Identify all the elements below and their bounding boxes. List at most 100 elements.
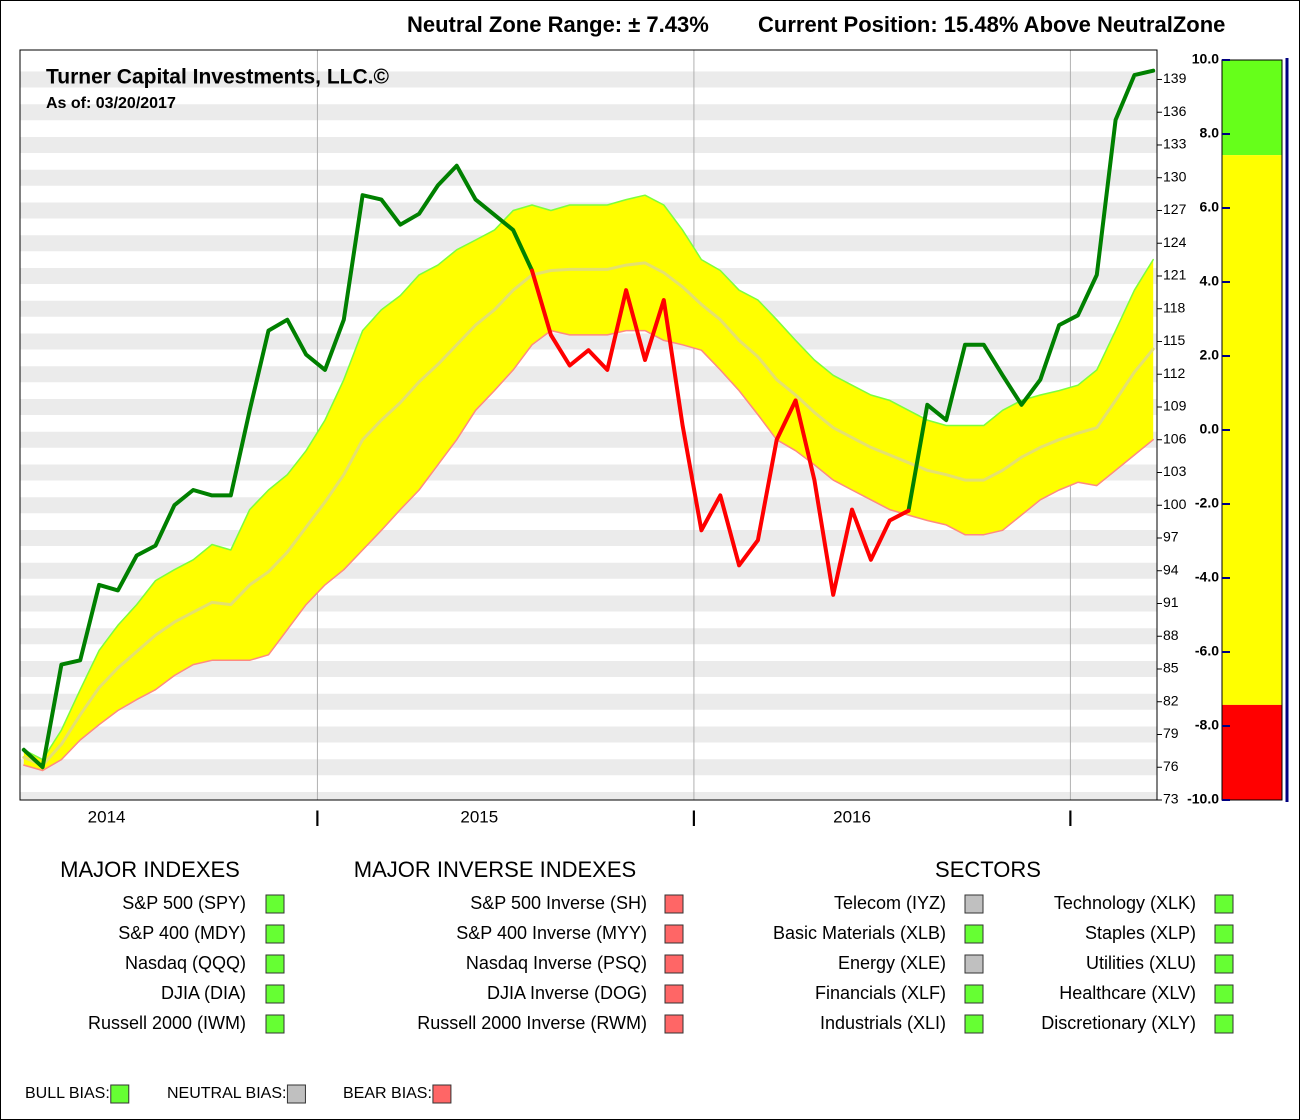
bias-square (265, 924, 285, 944)
gauge-zone (1222, 704, 1282, 800)
panel-item-label: S&P 400 (MDY) (118, 923, 246, 943)
bias-square (1214, 954, 1234, 974)
gauge-tick-label: -10.0 (1187, 791, 1219, 807)
gauge-tick-label: 6.0 (1200, 199, 1220, 215)
grid-stripe (20, 792, 1157, 800)
plot-frame (19, 49, 1158, 801)
gauge-tick-label: -4.0 (1195, 569, 1219, 585)
panel-item-label: S&P 500 Inverse (SH) (470, 893, 647, 913)
gauge-tick-label: 8.0 (1200, 125, 1220, 141)
y-tick-label: 82 (1163, 692, 1179, 708)
gauge-tick-label: 4.0 (1200, 273, 1220, 289)
gauge-zone (1222, 155, 1282, 705)
grid-stripe (20, 726, 1157, 743)
x-tick-label: | (315, 807, 320, 826)
panel-item-label: Russell 2000 Inverse (RWM) (417, 1013, 647, 1033)
y-tick-label: 133 (1163, 136, 1187, 152)
y-tick-label: 91 (1163, 594, 1179, 610)
bias-legend-square (286, 1084, 306, 1104)
panel-item-label: Telecom (IYZ) (834, 893, 946, 913)
panel-item-label: Utilities (XLU) (1086, 953, 1196, 973)
y-tick-label: 85 (1163, 660, 1179, 676)
y-tick-label: 73 (1163, 791, 1179, 807)
grid-stripe (20, 333, 1157, 350)
grid-stripe (20, 366, 1157, 383)
bias-square (964, 894, 984, 914)
bias-square (1214, 1014, 1234, 1034)
y-tick-label: 127 (1163, 201, 1187, 217)
panel-item-label: Nasdaq (QQQ) (125, 953, 246, 973)
bias-square (664, 1014, 684, 1034)
panel-item-label: DJIA Inverse (DOG) (487, 983, 647, 1003)
grid-stripe (20, 136, 1157, 153)
panel-item-label: Industrials (XLI) (820, 1013, 946, 1033)
y-tick-label: 121 (1163, 267, 1187, 283)
panel-item-label: S&P 500 (SPY) (122, 893, 246, 913)
y-tick-label: 115 (1163, 332, 1186, 348)
panel-item-label: Basic Materials (XLB) (773, 923, 946, 943)
bias-square (265, 1014, 285, 1034)
bias-square (265, 894, 285, 914)
grid-stripe (20, 628, 1157, 645)
panel-item-label: Staples (XLP) (1085, 923, 1196, 943)
bias-legend-square (432, 1084, 452, 1104)
bias-square (964, 924, 984, 944)
panel-item-label: Energy (XLE) (838, 953, 946, 973)
x-tick-label: 2014 (88, 807, 126, 826)
bias-square (964, 954, 984, 974)
y-tick-label: 76 (1163, 758, 1179, 774)
x-tick-label: 2015 (460, 807, 498, 826)
grid-stripe (20, 169, 1157, 186)
panel-item-label: Healthcare (XLV) (1059, 983, 1196, 1003)
y-tick-label: 109 (1163, 398, 1187, 414)
bias-square (265, 954, 285, 974)
neutral-zone-fill (23, 195, 1154, 771)
y-tick-label: 112 (1163, 365, 1186, 381)
bias-square (265, 984, 285, 1004)
price-line (21, 68, 1156, 770)
x-tick-label: 2016 (833, 807, 871, 826)
bias-square (664, 894, 684, 914)
y-tick-label: 100 (1163, 496, 1187, 512)
bias-square (964, 1014, 984, 1034)
bias-square (1214, 924, 1234, 944)
y-tick-label: 97 (1163, 529, 1179, 545)
y-tick-label: 106 (1163, 430, 1187, 446)
gauge-tick-label: 10.0 (1192, 51, 1219, 67)
grid-stripe (20, 398, 1157, 415)
price-line (530, 268, 911, 597)
gauge-tick-label: -2.0 (1195, 495, 1219, 511)
panel-item-label: S&P 400 Inverse (MYY) (456, 923, 647, 943)
chart-title: Turner Capital Investments, LLC.© (46, 66, 389, 89)
panel-item-label: Financials (XLF) (815, 983, 946, 1003)
panel-title: MAJOR INDEXES (60, 857, 240, 882)
panel-item-label: DJIA (DIA) (161, 983, 246, 1003)
position-header: Current Position: 15.48% Above NeutralZo… (758, 12, 1225, 37)
y-tick-label: 79 (1163, 725, 1179, 741)
grid-stripe (20, 660, 1157, 677)
grid-stripe (20, 693, 1157, 710)
y-tick-label: 130 (1163, 168, 1187, 184)
bias-square (664, 954, 684, 974)
panel-item-label: Nasdaq Inverse (PSQ) (466, 953, 647, 973)
y-tick-label: 136 (1163, 103, 1187, 119)
gauge-tick-label: 0.0 (1200, 421, 1220, 437)
panel-item-label: Discretionary (XLY) (1041, 1013, 1196, 1033)
panel-title: MAJOR INVERSE INDEXES (354, 857, 636, 882)
chart-subtitle: As of: 03/20/2017 (46, 95, 176, 112)
bias-square (1214, 984, 1234, 1004)
gauge-zone (1222, 60, 1282, 156)
y-tick-label: 94 (1163, 561, 1179, 577)
bias-legend-label: NEUTRAL BIAS: (167, 1085, 286, 1102)
bias-square (1214, 894, 1234, 914)
panel-item-label: Russell 2000 (IWM) (88, 1013, 246, 1033)
y-tick-label: 88 (1163, 627, 1179, 643)
bias-square (664, 924, 684, 944)
x-tick-label: | (1068, 807, 1073, 826)
y-tick-label: 103 (1163, 463, 1187, 479)
bias-legend-label: BEAR BIAS: (343, 1085, 432, 1102)
bias-legend-square (110, 1084, 130, 1104)
band-line (23, 329, 1154, 772)
x-tick-label: | (692, 807, 697, 826)
